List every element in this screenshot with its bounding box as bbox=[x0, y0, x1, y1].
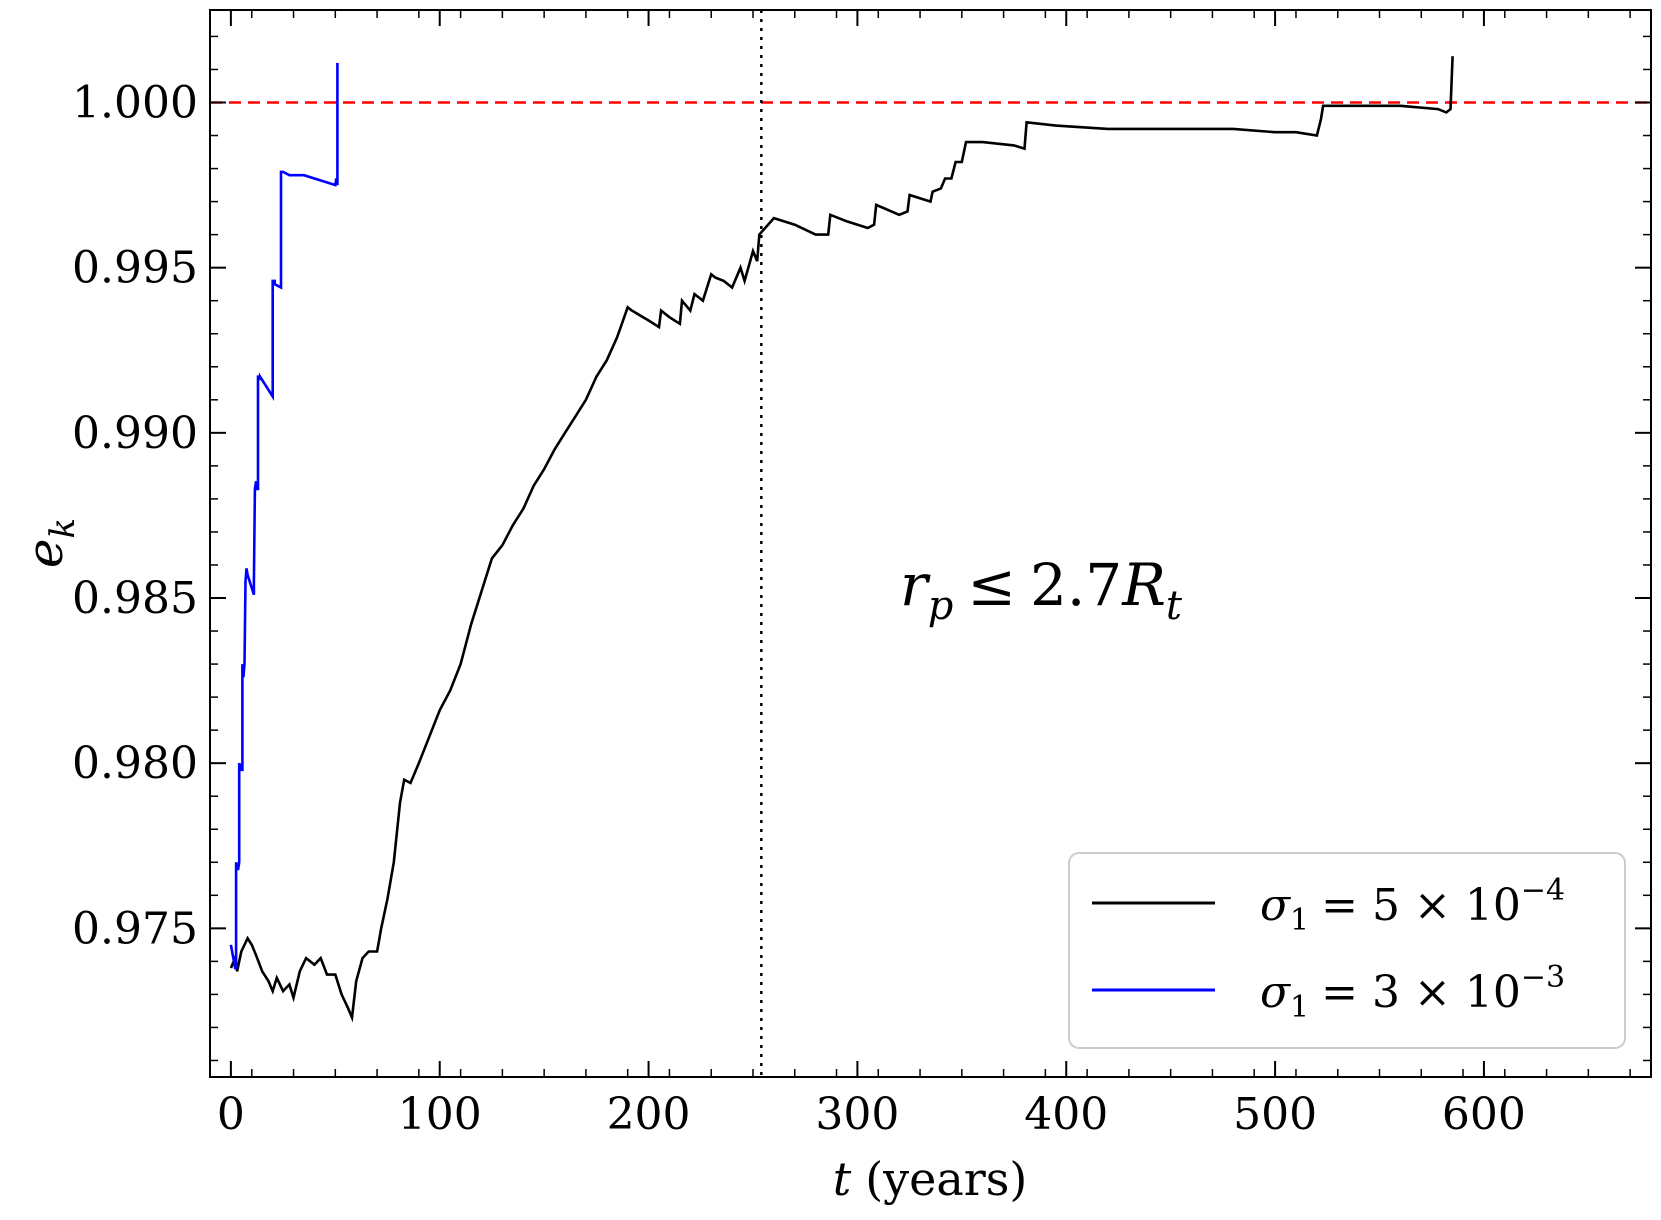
series-layer bbox=[229, 56, 1454, 1023]
annotation: rp ≤2.7Rt bbox=[900, 551, 1183, 629]
plot-frame bbox=[209, 9, 1652, 1078]
y-tick-label: 0.990 bbox=[72, 408, 198, 459]
legend: σ1 = 5 × 10−4 σ1 = 3 × 10−3 bbox=[1068, 852, 1626, 1049]
axes-frame bbox=[209, 9, 1652, 1078]
y-tick-label: 1.000 bbox=[72, 77, 198, 128]
x-tick-label: 100 bbox=[398, 1089, 482, 1140]
x-axis-ticks: 0 100 200 300 400 500 600 bbox=[209, 10, 1631, 1140]
legend-label-series-1: σ1 = 5 × 10−4 bbox=[1260, 873, 1565, 938]
y-tick-label: 0.980 bbox=[72, 738, 198, 789]
y-tick-label: 0.995 bbox=[72, 243, 198, 294]
x-tick-label: 400 bbox=[1024, 1089, 1108, 1140]
y-axis-label: ek bbox=[16, 518, 83, 568]
x-tick-label: 200 bbox=[607, 1089, 691, 1140]
x-tick-label: 0 bbox=[217, 1089, 245, 1140]
y-tick-label: 0.975 bbox=[72, 903, 198, 954]
x-axis-label: t (years) bbox=[833, 1152, 1028, 1206]
series-line-1 bbox=[229, 56, 1454, 1023]
reference-lines bbox=[210, 10, 1651, 1077]
x-tick-label: 600 bbox=[1442, 1089, 1526, 1140]
legend-label-series-2: σ1 = 3 × 10−3 bbox=[1260, 960, 1565, 1025]
x-tick-label: 300 bbox=[815, 1089, 899, 1140]
x-tick-label: 500 bbox=[1233, 1089, 1317, 1140]
y-axis-ticks: 0.975 0.980 0.985 0.990 0.995 1.000 bbox=[72, 35, 1651, 1062]
y-tick-label: 0.985 bbox=[72, 573, 198, 624]
series-line-2 bbox=[229, 62, 339, 970]
